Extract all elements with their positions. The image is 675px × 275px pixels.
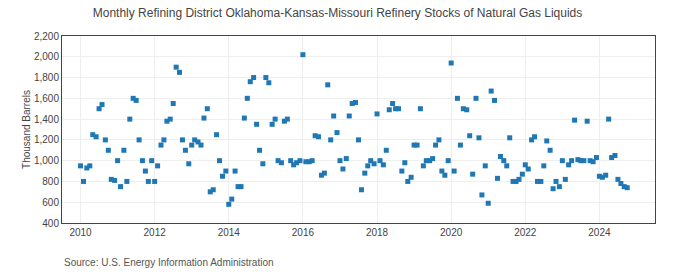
svg-text:2022: 2022 bbox=[514, 227, 537, 238]
svg-text:2012: 2012 bbox=[144, 227, 167, 238]
svg-text:800: 800 bbox=[42, 176, 59, 187]
svg-text:2020: 2020 bbox=[440, 227, 463, 238]
svg-text:1,400: 1,400 bbox=[34, 114, 59, 125]
svg-text:1,000: 1,000 bbox=[34, 155, 59, 166]
svg-text:2,200: 2,200 bbox=[34, 31, 59, 42]
svg-text:2010: 2010 bbox=[69, 227, 92, 238]
svg-text:Monthly Refining District Okla: Monthly Refining District Oklahoma-Kansa… bbox=[93, 6, 583, 20]
svg-text:2018: 2018 bbox=[366, 227, 389, 238]
svg-text:2,000: 2,000 bbox=[34, 51, 59, 62]
svg-text:1,200: 1,200 bbox=[34, 134, 59, 145]
svg-text:2016: 2016 bbox=[292, 227, 315, 238]
svg-text:600: 600 bbox=[42, 197, 59, 208]
svg-text:2014: 2014 bbox=[218, 227, 241, 238]
svg-text:1,600: 1,600 bbox=[34, 93, 59, 104]
svg-text:Source: U.S. Energy Informatio: Source: U.S. Energy Information Administ… bbox=[64, 257, 274, 268]
svg-text:1,800: 1,800 bbox=[34, 72, 59, 83]
svg-text:Thousand Barrels: Thousand Barrels bbox=[21, 90, 32, 169]
svg-text:400: 400 bbox=[42, 218, 59, 229]
svg-text:2024: 2024 bbox=[588, 227, 611, 238]
